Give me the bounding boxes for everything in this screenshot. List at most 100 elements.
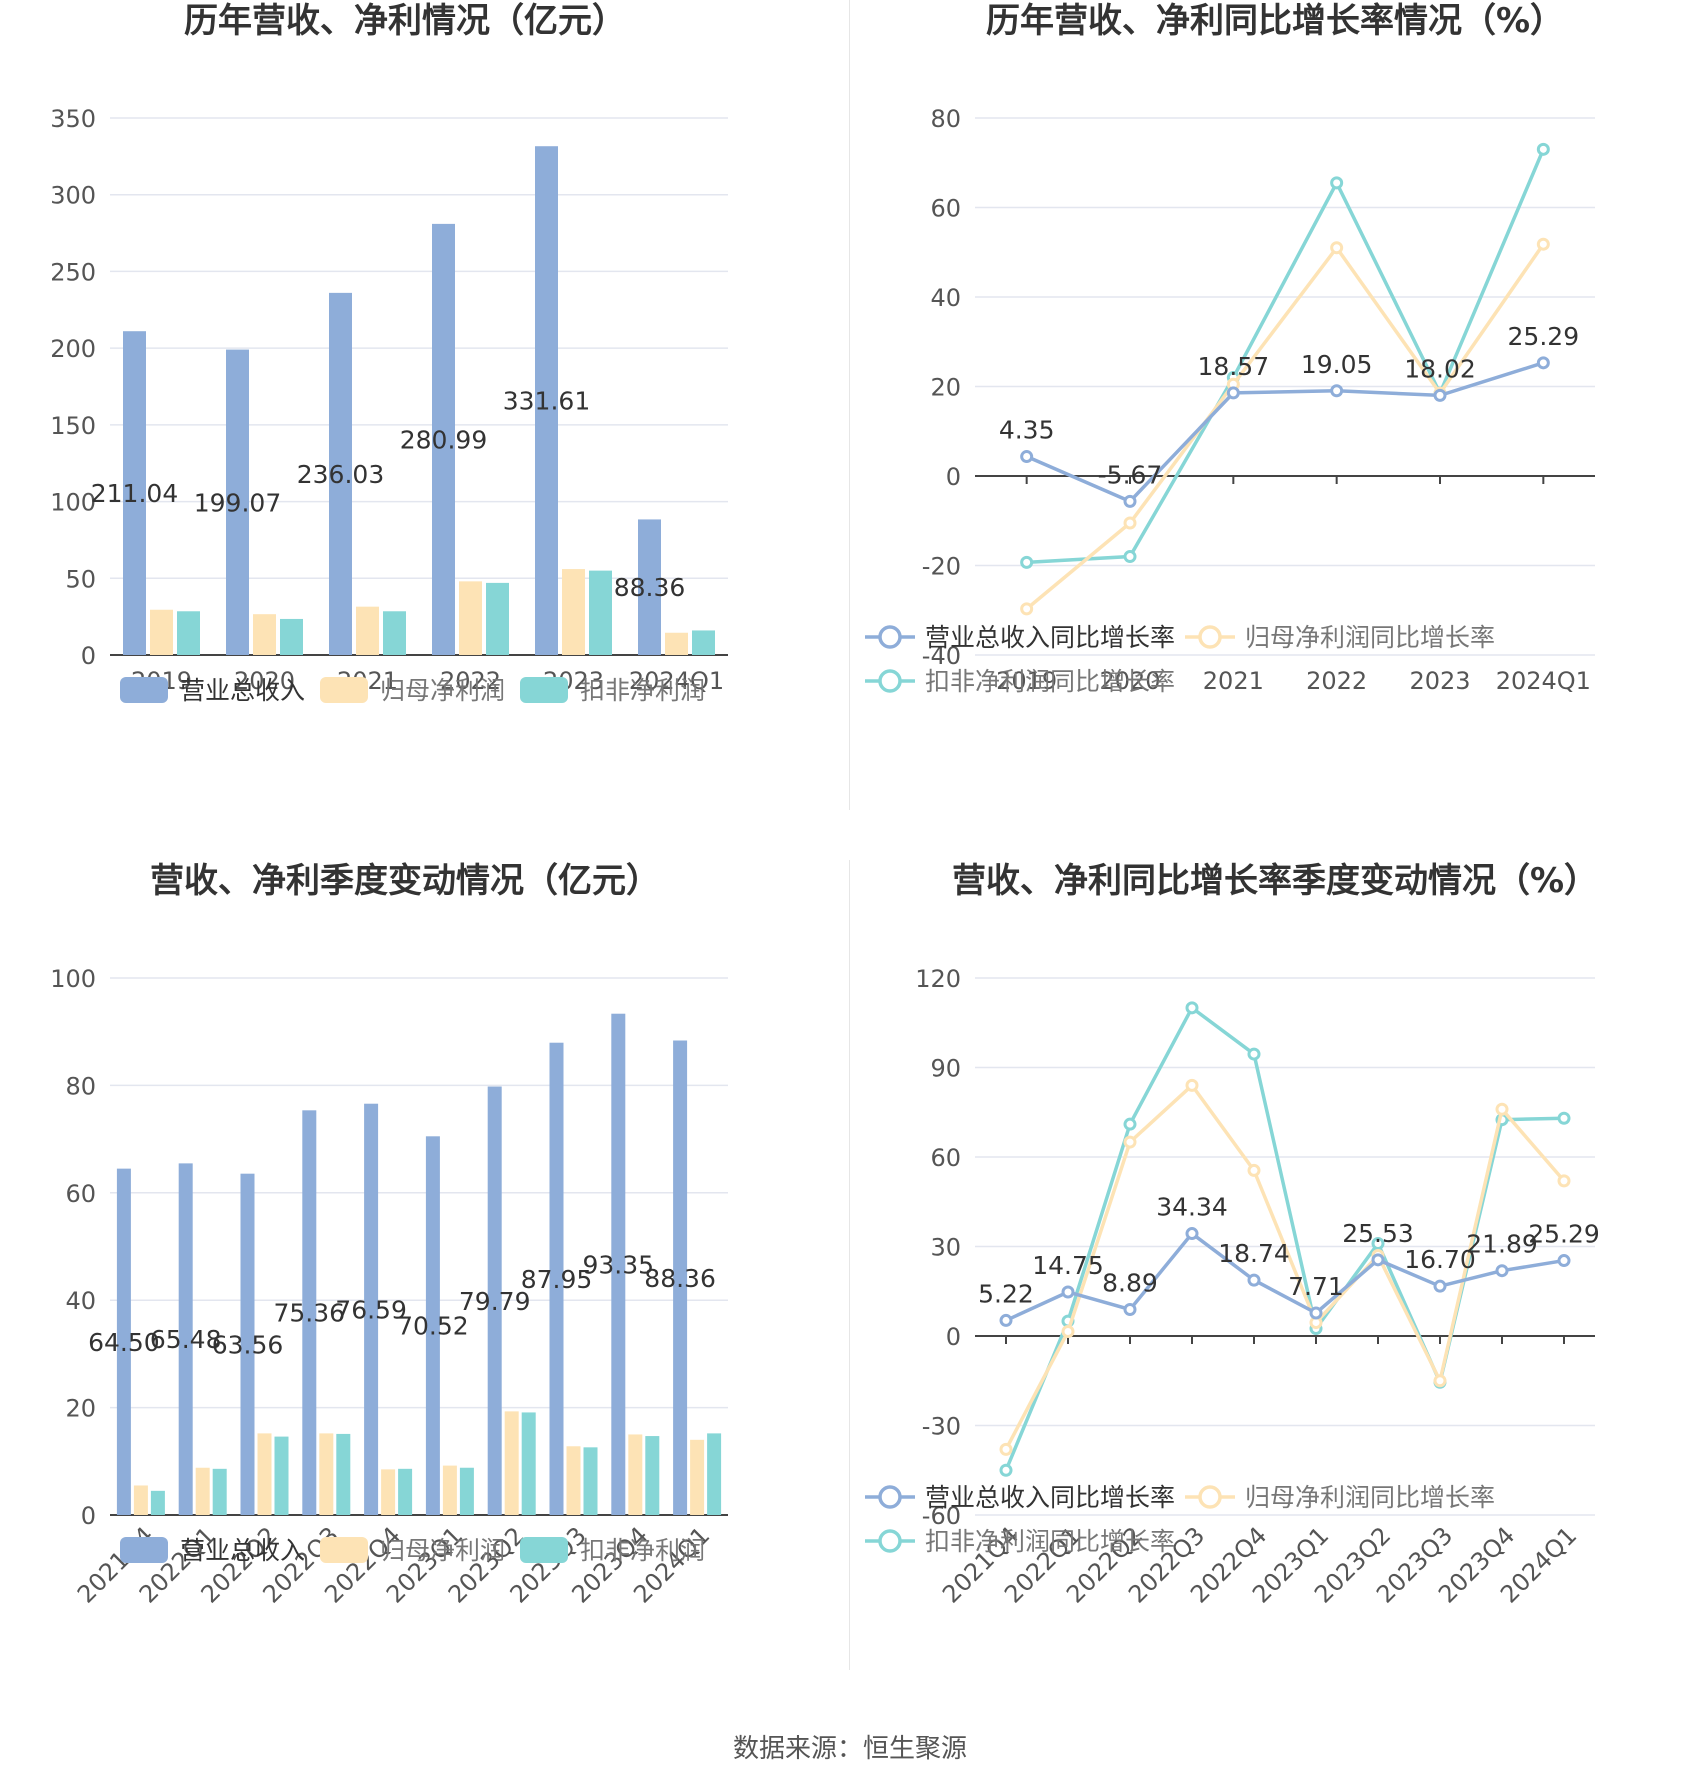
x-tick-label: 2020: [1099, 667, 1160, 695]
bar-0: [302, 1110, 317, 1515]
legend-label: 归母净利润: [380, 676, 505, 705]
series-line-0: [1025, 361, 1544, 504]
data-label: 280.99: [400, 425, 487, 454]
chart-title: 历年营收、净利同比增长率情况（%）: [986, 1, 1564, 41]
series-point-2: [1185, 1001, 1199, 1015]
bar-0: [226, 349, 249, 655]
series-point-1: [1123, 516, 1137, 530]
bar-0: [116, 1168, 131, 1515]
legend-swatch: [320, 677, 368, 703]
x-tick-label: 2022: [440, 667, 501, 695]
data-label: 25.29: [1528, 1220, 1600, 1249]
y-tick-label: -40: [922, 642, 961, 670]
legend-marker: [878, 1529, 902, 1553]
legend-label: 营业总收入同比增长率: [925, 623, 1175, 652]
bar-1: [504, 1411, 519, 1515]
series-point-2: [1371, 1237, 1385, 1251]
y-tick-label: 60: [930, 195, 961, 223]
series-point-1: [1061, 1325, 1075, 1339]
bar-2: [583, 1447, 598, 1515]
y-tick-label: 300: [50, 182, 96, 210]
series-line-2: [1026, 148, 1545, 565]
data-label: 199.07: [194, 488, 281, 517]
bar-2: [486, 582, 509, 655]
data-label: 70.52: [397, 1312, 469, 1341]
grid-lines: [110, 117, 728, 656]
series-point-1: [1557, 1174, 1571, 1188]
series-point-0: [1433, 388, 1447, 402]
data-label: 93.35: [583, 1250, 655, 1279]
divider-top: [849, 0, 850, 810]
y-tick-label: 120: [915, 965, 961, 993]
y-tick-label: 250: [50, 258, 96, 286]
bar-0: [487, 1086, 502, 1515]
bar-0: [549, 1042, 564, 1515]
legend-marker: [1198, 1485, 1222, 1509]
data-label: 34.34: [1156, 1193, 1228, 1222]
data-label: 21.89: [1466, 1230, 1538, 1259]
series-point-1: [1330, 241, 1344, 255]
data-label: 88.36: [644, 1264, 716, 1293]
series-point-1: [1185, 1078, 1199, 1092]
data-label: 63.56: [212, 1330, 284, 1359]
data-label: 8.89: [1102, 1268, 1158, 1297]
x-tick-label: 2024Q1: [629, 667, 724, 695]
data-label: 14.75: [1032, 1251, 1104, 1280]
legend-swatch: [120, 677, 168, 703]
bar-2: [280, 618, 303, 655]
chart-title: 营收、净利同比增长率季度变动情况（%）: [952, 861, 1598, 901]
legend-label: 扣非净利润同比增长率: [925, 1527, 1175, 1556]
series-point-0: [1536, 356, 1550, 370]
annual-growth-chart: 历年营收、净利同比增长率情况（%） -40 -20 0 20 40 60 80 2019 2020…: [850, 0, 1700, 850]
y-tick-label: 40: [65, 1287, 96, 1315]
data-label: 25.53: [1342, 1219, 1414, 1248]
legend-marker: [878, 1485, 902, 1509]
bar-2: [150, 1490, 165, 1515]
data-label: 25.29: [1508, 322, 1580, 351]
series-point-0: [1185, 1227, 1199, 1241]
data-label: 7.71: [1288, 1272, 1344, 1301]
x-tick-label: 2024Q1: [1496, 667, 1591, 695]
legend-swatch: [520, 1537, 568, 1563]
bar-1: [195, 1467, 210, 1515]
bar-2: [645, 1436, 660, 1515]
bar-0: [240, 1173, 255, 1515]
series-point-2: [1557, 1111, 1571, 1125]
legend-label: 营业总收入: [180, 676, 305, 705]
series-point-2: [1020, 555, 1034, 569]
y-tick-label: 350: [50, 105, 96, 133]
y-tick-label: 0: [946, 1323, 961, 1351]
bar-1: [133, 1485, 148, 1515]
series-point-0: [999, 1313, 1013, 1327]
series-point-0: [1226, 386, 1240, 400]
data-label: 64.50: [88, 1328, 160, 1357]
bar-1: [381, 1469, 396, 1515]
bar-0: [638, 519, 661, 655]
series-point-2: [1536, 142, 1550, 156]
bar-0: [425, 1136, 440, 1515]
series-point-0: [1061, 1285, 1075, 1299]
series-line-0: [1005, 1231, 1565, 1323]
bar-1: [566, 1446, 581, 1515]
legend-label: 扣非净利润: [580, 676, 705, 705]
quarterly-growth-chart: 营收、净利同比增长率季度变动情况（%） -60 -30 0 30 60 90 120 2021Q…: [850, 860, 1700, 1710]
data-label: 76.59: [335, 1295, 407, 1324]
chart-svg-0: 历年营收、净利情况（亿元）050100150200250300350201920…: [50, 1, 728, 705]
bar-2: [274, 1436, 289, 1515]
bar-0: [178, 1163, 193, 1515]
data-label: 79.79: [459, 1287, 531, 1316]
chart-svg-1: 历年营收、净利同比增长率情况（%） -40 -20 0 20 40 60 80 2019 2020…: [865, 1, 1595, 696]
y-tick-label: 0: [946, 463, 961, 491]
y-tick-label: -60: [922, 1502, 961, 1530]
bar-0: [123, 331, 146, 655]
series-point-1: [1433, 1374, 1447, 1388]
series-line-1: [1025, 243, 1545, 611]
series-point-0: [1309, 1306, 1323, 1320]
y-tick-label: 90: [930, 1055, 961, 1083]
data-label: 5.22: [978, 1279, 1034, 1308]
x-tick-label: 2019: [996, 667, 1057, 695]
bar-1: [442, 1465, 457, 1515]
bar-1: [690, 1439, 705, 1515]
